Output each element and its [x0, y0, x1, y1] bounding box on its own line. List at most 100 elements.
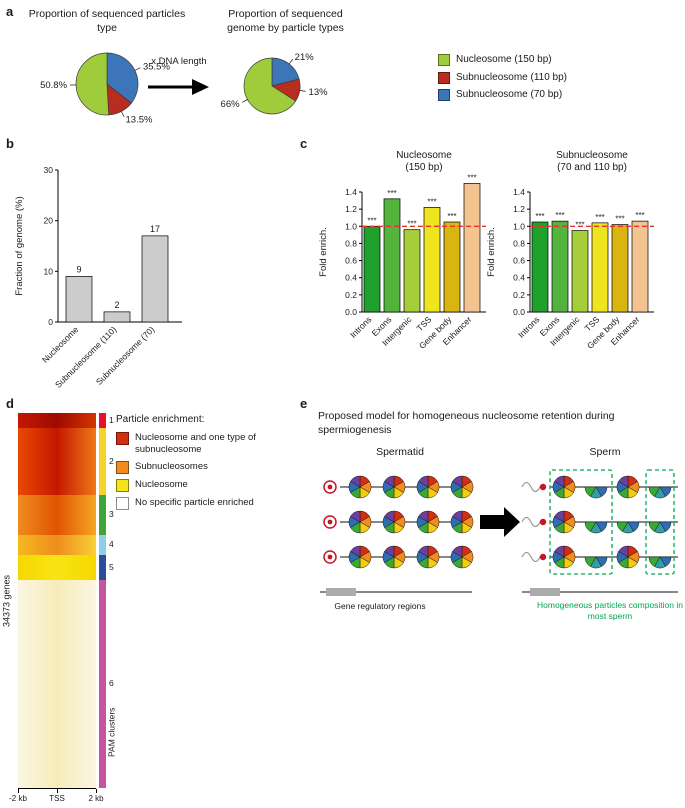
bar-value-label: 9	[76, 264, 81, 274]
pam-cluster-sidebar	[99, 413, 106, 788]
gene-regulatory-caption: Gene regulatory regions	[334, 601, 426, 611]
legend-item: Nucleosome and one type of subnucleosome	[116, 432, 298, 456]
bar	[463, 183, 481, 313]
pam-cluster-numbers: 1 2 3 4 5 6	[109, 413, 121, 788]
cluster-color-segment	[99, 413, 106, 428]
significance-label: ***	[615, 215, 624, 224]
heatmap-x-axis: -2 kb TSS 2 kb	[9, 788, 104, 806]
y-tick-label: 0.8	[513, 238, 525, 248]
significance-label: ***	[595, 213, 604, 222]
panel-d-letter: d	[6, 396, 14, 411]
wheel-particle	[418, 510, 429, 523]
heatmap-cluster-band	[18, 580, 96, 788]
wheel-particle	[554, 475, 565, 488]
spermatid-icon-dot	[327, 484, 333, 490]
spermatid-icon-dot	[327, 519, 333, 525]
wheel-particle	[554, 545, 565, 558]
legend-label: Nucleosome and one type of subnucleosome	[135, 432, 256, 455]
legend-swatch-icon	[438, 54, 450, 66]
cluster-number: 6	[109, 678, 114, 688]
bar	[403, 229, 421, 313]
pie-label-leader	[120, 110, 125, 117]
half-particle	[648, 486, 661, 497]
significance-label: ***	[367, 216, 376, 225]
category-label: Introns	[348, 314, 373, 339]
cluster-color-segment	[99, 580, 106, 788]
category-label: Nucleosome	[40, 324, 81, 365]
legend-swatch-icon	[116, 432, 129, 445]
legend-label: Nucleosome	[135, 478, 188, 490]
significance-label: ***	[467, 173, 476, 182]
wheel-particle	[418, 475, 429, 488]
wheel-particle	[618, 545, 629, 558]
y-axis-title: Fold enrich.	[318, 227, 329, 277]
bar-value-label: 2	[114, 300, 119, 310]
heatmap-axis-tick	[17, 789, 19, 793]
sperm-head-icon	[539, 553, 547, 561]
pie1-title: Proportion of sequenced particles type	[28, 8, 186, 34]
y-tick-label: 0.8	[345, 238, 357, 248]
sperm-tail-icon	[521, 482, 541, 492]
y-tick-label: 10	[44, 266, 54, 276]
retention-model-diagram	[320, 469, 678, 596]
bar	[631, 220, 649, 313]
legend-item: Nucleosome (150 bp)	[438, 54, 668, 67]
y-tick-label: 0.4	[513, 273, 525, 283]
cluster-color-segment	[99, 555, 106, 580]
wheel-particle	[350, 510, 361, 523]
pie2-title: Proportion of sequenced genome by partic…	[227, 8, 344, 34]
legend-label: Subnucleosomes	[135, 460, 208, 472]
heatmap-y-label: 34373 genes	[1, 574, 12, 627]
y-tick-label: 0.0	[513, 307, 525, 317]
heatmap-axis-tick	[95, 789, 97, 793]
wheel-particle	[618, 475, 629, 488]
pie-chart-particles: 35.5% 13.5% 50.8%	[40, 52, 170, 125]
significance-label: ***	[575, 221, 584, 230]
chart-title: (70 and 110 bp)	[557, 162, 627, 173]
pie-value-label: 21%	[295, 52, 315, 63]
category-label: Introns	[516, 314, 541, 339]
sperm-tail-icon	[521, 517, 541, 527]
bar	[65, 276, 93, 323]
legend-item: Subnucleosome (70 bp)	[438, 89, 668, 102]
panel-e-letter: e	[300, 396, 308, 411]
bar	[363, 225, 381, 313]
bar	[103, 311, 131, 323]
subnucleosome-enrichment-bar-chart: 0.00.20.40.60.81.01.21.4***Introns***Exo…	[486, 150, 654, 351]
panel-c-letter: c	[300, 136, 308, 151]
wheel-particle	[452, 475, 463, 488]
heatmap-cluster-band	[18, 535, 96, 555]
bar	[591, 222, 609, 313]
model-arrow	[480, 507, 520, 537]
y-tick-label: 0.2	[345, 290, 357, 300]
wheel-particle	[452, 510, 463, 523]
panel-b-letter: b	[6, 136, 14, 151]
significance-label: ***	[555, 211, 564, 220]
y-tick-label: 1.0	[345, 221, 357, 231]
legend-swatch-icon	[116, 460, 129, 474]
pie-label-leader	[134, 67, 141, 72]
pie-chart-genome: 21% 13% 66%	[221, 52, 328, 115]
legend-swatch-icon	[116, 496, 129, 510]
y-tick-label: 1.4	[513, 187, 525, 197]
legend-label: No specific particle enriched	[135, 496, 254, 508]
wheel-particle	[350, 475, 361, 488]
significance-label: ***	[407, 220, 416, 229]
y-tick-label: 0.6	[513, 256, 525, 266]
gene-region-box	[326, 588, 356, 596]
nucleosome-enrichment-bar-chart: 0.00.20.40.60.81.01.21.4***Introns***Exo…	[318, 150, 486, 351]
pie-label-leader	[299, 89, 306, 92]
pie-value-label: 13.5%	[126, 114, 153, 125]
wheel-particle	[418, 545, 429, 558]
homogeneous-caption: Homogeneous particles composition in mos…	[537, 600, 683, 622]
pam-clusters-label: PAM clusters	[106, 707, 117, 757]
y-tick-label: 1.2	[513, 204, 525, 214]
half-particle	[616, 521, 629, 532]
y-tick-label: 0.4	[345, 273, 357, 283]
significance-label: ***	[387, 189, 396, 198]
pie-value-label: 50.8%	[40, 80, 67, 91]
y-axis-title: Fold enrich.	[486, 227, 497, 277]
legend-item: Subnucleosome (110 bp)	[438, 71, 668, 85]
